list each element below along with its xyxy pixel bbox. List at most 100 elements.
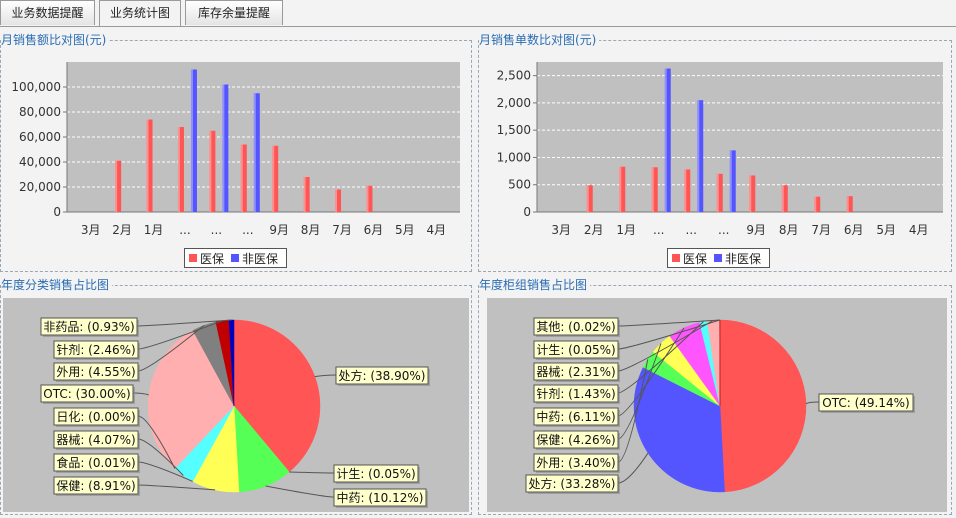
pie-slice xyxy=(719,319,807,493)
pie-label-connector xyxy=(617,359,649,463)
pie-label-connector xyxy=(617,319,714,372)
pie-label-connector xyxy=(265,485,335,498)
x-tick-label: 5月 xyxy=(876,223,896,237)
pie-label: 计生: (0.05%) xyxy=(336,467,415,481)
y-tick-label: 1,500 xyxy=(497,123,531,137)
pie-label-connector xyxy=(137,461,193,482)
y-tick-label: 20,000 xyxy=(19,180,61,194)
bar-highlight xyxy=(366,185,369,212)
bar-highlight xyxy=(146,119,149,212)
bar-highlight xyxy=(272,145,275,212)
x-tick-label: ... xyxy=(211,223,222,237)
pie-label: 器械: (2.31%) xyxy=(536,364,615,379)
x-tick-label: 8月 xyxy=(301,223,321,237)
pie-label-connector xyxy=(136,319,232,327)
bar-highlight xyxy=(781,185,784,212)
y-tick-label: 100,000 xyxy=(11,80,61,94)
pie-label-box xyxy=(53,453,139,472)
bar-series-b xyxy=(253,93,260,212)
pie-label-connector xyxy=(137,325,205,372)
x-tick-label: 4月 xyxy=(426,223,446,237)
panel-monthly-amount: 月销售额比对图(元) 0 20,000 40,000 60,000 80,000 100,… xyxy=(0,32,472,272)
legend-swatch-series-b xyxy=(714,254,723,262)
bar-highlight xyxy=(846,196,849,212)
bar-highlight xyxy=(729,150,732,212)
y-tick-label: 80,000 xyxy=(19,105,61,119)
x-tick-label: 6月 xyxy=(364,223,384,237)
bar-series-a xyxy=(716,173,723,212)
bar-series-a xyxy=(749,175,756,212)
y-tick-label: 500 xyxy=(508,178,531,192)
pie-label-box xyxy=(53,430,139,449)
x-tick-label: ... xyxy=(179,223,190,237)
pie-label: 日化: (0.00%) xyxy=(56,410,135,424)
x-tick-label: 1月 xyxy=(144,223,164,237)
tab-divider xyxy=(0,26,956,27)
bar-series-a xyxy=(303,177,310,212)
bar-series-b xyxy=(697,100,704,212)
panel-title-category-share: 年度分类销售占比图 xyxy=(1,277,113,293)
pie-label: 器械: (4.07%) xyxy=(56,432,135,447)
x-tick-label: 3月 xyxy=(81,223,101,237)
pie-label-box xyxy=(533,407,619,426)
pie-label-box xyxy=(525,474,619,493)
x-tick-label: 6月 xyxy=(844,223,864,237)
pie-label-connector xyxy=(289,471,335,474)
bar-highlight xyxy=(177,127,180,212)
tab-business-data-reminder[interactable]: 业务数据提醒 xyxy=(0,0,95,25)
bar-highlight xyxy=(664,68,667,212)
pie-label-connector xyxy=(314,374,337,378)
bar-series-a xyxy=(684,169,691,212)
bar-series-a xyxy=(272,145,279,212)
legend-swatch-series-a xyxy=(189,254,197,262)
y-tick-label: 60,000 xyxy=(19,130,61,144)
x-tick-label: 2月 xyxy=(112,223,132,237)
bar-highlight xyxy=(115,160,118,212)
bar-series-b xyxy=(729,150,736,212)
x-tick-label: ... xyxy=(686,223,697,237)
x-tick-label: ... xyxy=(653,223,664,237)
pie-chart-category-share: 处方: (38.90%) 计生: (0.05%) 中药: (10.12%) 保健: (… xyxy=(40,317,430,508)
bar-highlight xyxy=(651,167,654,212)
x-tick-label: ... xyxy=(718,223,729,237)
pie-label-connector xyxy=(617,343,662,440)
pie-label: OTC: (30.00%) xyxy=(43,387,130,401)
panel-title-monthly-count: 月销售单数比对图(元) xyxy=(479,32,600,48)
pie-slice xyxy=(633,367,725,493)
legend-monthly-amount: 医保 非医保 xyxy=(184,248,288,268)
bar-series-b xyxy=(664,68,671,212)
pie-label: 外用: (4.55%) xyxy=(56,365,135,379)
x-tick-label: 9月 xyxy=(269,223,289,237)
pie-label: 中药: (6.11%) xyxy=(536,409,615,424)
y-tick-label: 1,000 xyxy=(497,150,531,164)
pie-label-connector xyxy=(617,319,720,327)
legend-label-series-b: 非医保 xyxy=(242,251,279,266)
pie-label: OTC: (49.14%) xyxy=(822,396,909,410)
tab-inventory-remaining-reminder[interactable]: 库存余量提醒 xyxy=(185,0,283,25)
pie-label-connector xyxy=(137,415,176,469)
bar-series-b xyxy=(222,84,229,212)
legend-swatch-series-a xyxy=(672,254,680,262)
pie-label-box xyxy=(533,340,619,359)
bar-highlight xyxy=(814,196,817,212)
tab-business-statistics-chart[interactable]: 业务统计图 xyxy=(99,0,181,27)
pie-label: 非药品: (0.93%) xyxy=(43,320,134,334)
x-tick-label: 8月 xyxy=(779,223,799,237)
x-tick-label: ... xyxy=(242,223,253,237)
pie-label-box xyxy=(533,384,619,403)
bar-chart-monthly-count: 0 500 1,000 1,500 2,000 2,500 3月 2月 1月......... 9… xyxy=(497,62,943,237)
pie-label-box xyxy=(333,488,427,507)
pie-label: 处方: (33.28%) xyxy=(529,476,616,491)
plot-area xyxy=(537,62,943,212)
pie-label-box xyxy=(333,464,419,483)
bar-highlight xyxy=(716,173,719,212)
x-tick-label: 4月 xyxy=(909,223,929,237)
panel-counter-share: 年度柜组销售占比图 OTC: (49.14%) 处方: (33.28%) 外用: (… xyxy=(478,277,952,515)
bar-highlight xyxy=(586,185,589,212)
bar-highlight xyxy=(209,130,212,212)
bar-series-a xyxy=(846,196,853,212)
bar-series-a xyxy=(115,160,122,212)
pie-label: 保健: (8.91%) xyxy=(56,479,135,493)
bar-series-a xyxy=(209,130,216,212)
bar-highlight xyxy=(190,69,193,212)
